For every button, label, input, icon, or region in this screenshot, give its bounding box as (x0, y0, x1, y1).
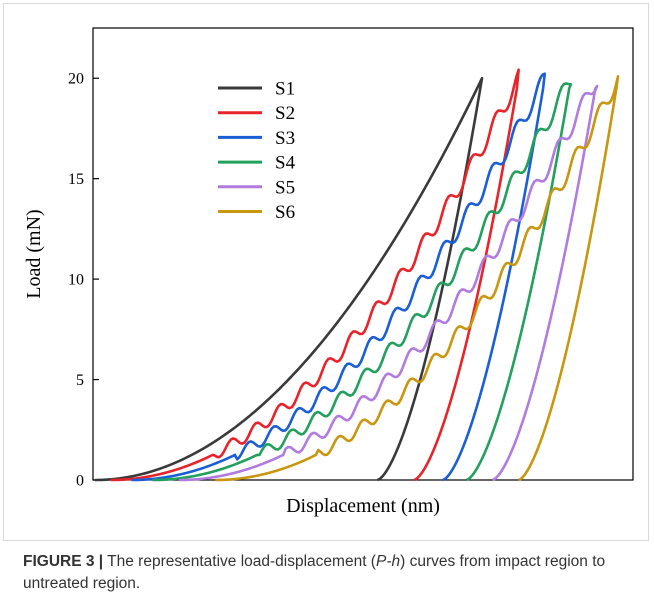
y-tick-label-1: 5 (76, 372, 84, 389)
series-layer (94, 68, 620, 482)
caption-text-before: The representative load-displacement ( (103, 553, 376, 570)
series-s6-curve (215, 75, 620, 482)
y-tick-label-2: 10 (68, 272, 84, 289)
caption-divider (3, 540, 649, 541)
series-s3-curve (131, 72, 547, 482)
figure-frame (3, 3, 649, 541)
series-s1-curve (94, 76, 484, 482)
y-axis-title: Load (mN) (23, 209, 45, 298)
legend-label-s5: S5 (275, 177, 295, 198)
figure-caption: FIGURE 3 | The representative load-displ… (23, 551, 633, 595)
legend-label-s1: S1 (275, 79, 295, 100)
series-s5-curve (178, 84, 599, 482)
legend-label-s6: S6 (275, 202, 295, 223)
y-tick-label-0: 0 (76, 473, 84, 490)
caption-italic: P-h (375, 553, 401, 570)
caption-text-after: ) curves from impact region to untreated… (23, 553, 606, 592)
x-axis-title: Displacement (nm) (286, 495, 440, 517)
legend-label-s2: S2 (275, 103, 295, 124)
plot-area-frame (92, 27, 634, 481)
legend-label-s4: S4 (275, 153, 296, 174)
legend: S1 S2 S3 S4 S5 S6 (218, 79, 296, 223)
y-tick-label-3: 15 (68, 171, 84, 188)
series-s2-curve (110, 68, 520, 482)
y-axis: 0 5 10 15 20 (68, 71, 99, 490)
y-tick-label-4: 20 (68, 71, 84, 88)
series-s4-curve (152, 82, 573, 482)
legend-label-s3: S3 (275, 128, 295, 149)
figure-label: FIGURE 3 | (23, 553, 104, 570)
